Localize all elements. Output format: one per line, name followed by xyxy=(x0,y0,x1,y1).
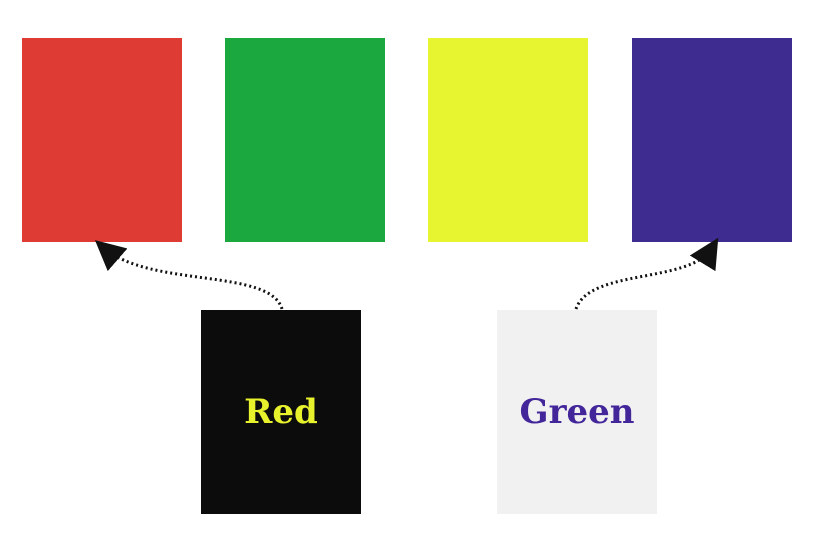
word-card-label: Red xyxy=(244,392,318,432)
arrow-green-card-to-purple-swatch xyxy=(574,237,719,310)
swatch-purple xyxy=(632,38,792,242)
word-card-green: Green xyxy=(497,310,657,514)
swatch-green xyxy=(225,38,385,242)
swatch-yellow xyxy=(428,38,588,242)
word-card-red: Red xyxy=(201,310,361,514)
arrow-red-card-to-red-swatch xyxy=(94,240,284,310)
word-card-label: Green xyxy=(519,392,635,432)
swatch-red xyxy=(22,38,182,242)
